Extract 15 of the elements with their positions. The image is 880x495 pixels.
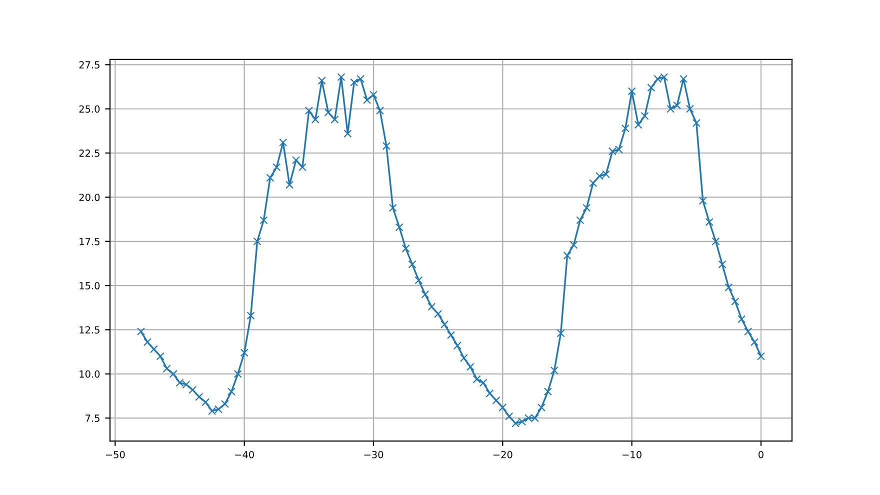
x-tick-label: 0 (758, 450, 764, 458)
x-tick-label: −20 (493, 450, 512, 458)
y-tick-label: 12.5 (80, 326, 100, 334)
y-tick-label: 25.0 (79, 105, 100, 113)
x-tick-label: −50 (106, 450, 125, 458)
x-tick-label: −40 (235, 450, 254, 458)
y-tick-label: 7.5 (86, 414, 100, 422)
x-tick-label: −10 (622, 450, 642, 458)
y-tick-label: 20.0 (79, 194, 100, 202)
y-tick-label: 15.0 (80, 282, 100, 290)
y-tick-label: 22.5 (79, 150, 100, 157)
x-tick-label: −30 (364, 450, 384, 458)
y-tick-label: 17.5 (80, 238, 100, 246)
y-tick-label: 27.5 (79, 61, 100, 69)
y-tick-label: 10.0 (80, 370, 100, 378)
